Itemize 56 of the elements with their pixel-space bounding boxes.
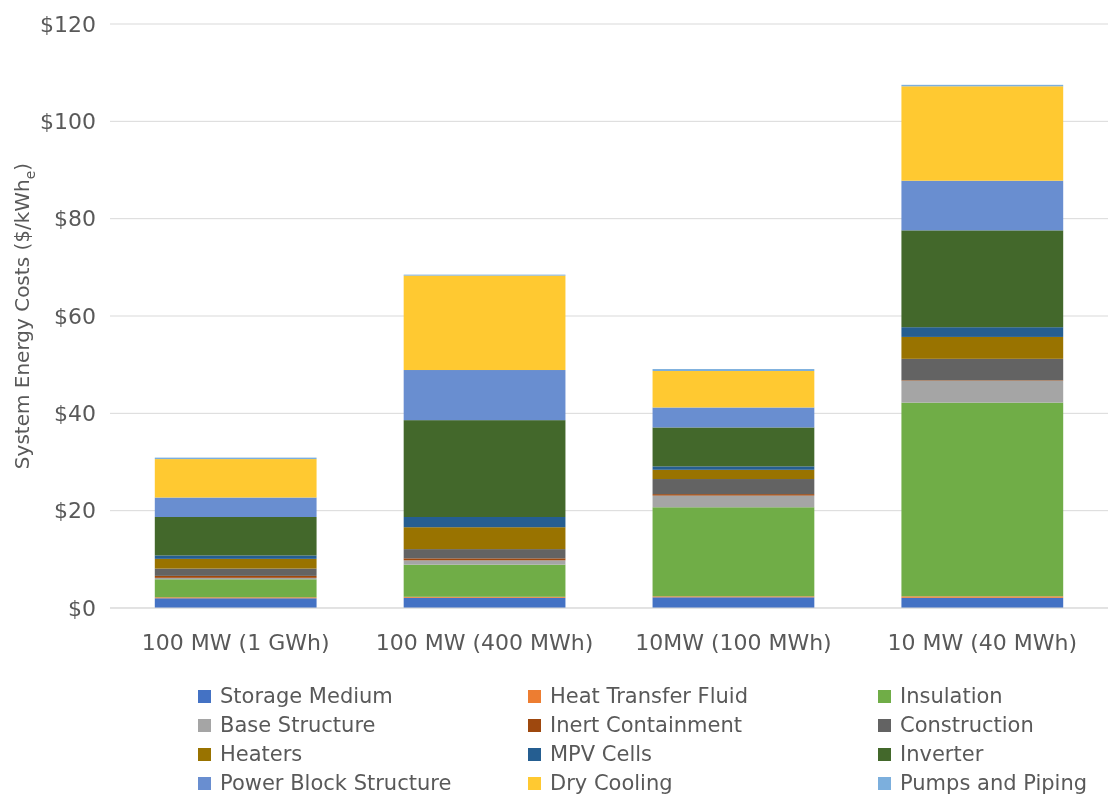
bar	[901, 230, 1064, 328]
bar	[652, 407, 815, 428]
x-tick-label: 10 MW (40 MWh)	[887, 629, 1078, 655]
bar	[154, 579, 317, 598]
legend-label: Storage Medium	[220, 684, 393, 708]
x-tick-label: 10MW (100 MWh)	[635, 629, 832, 655]
bar	[901, 180, 1064, 231]
bar	[652, 370, 815, 408]
bar	[154, 497, 317, 517]
bar	[652, 466, 815, 470]
y-tick-label: $60	[54, 303, 96, 329]
legend-label: Heat Transfer Fluid	[550, 684, 748, 708]
bar	[652, 479, 815, 495]
legend-label: Base Structure	[220, 713, 376, 737]
x-tick-label: 100 MW (400 MWh)	[375, 629, 594, 655]
y-tick-label: $0	[68, 595, 96, 621]
legend-label: Insulation	[900, 684, 1003, 708]
bar	[652, 469, 815, 480]
bar	[154, 459, 317, 498]
bar	[652, 495, 815, 508]
bar	[154, 555, 317, 559]
y-tick-label: $120	[40, 11, 96, 37]
legend-label: Inverter	[900, 742, 984, 766]
bar	[901, 380, 1064, 403]
bar	[901, 86, 1064, 181]
y-tick-label: $40	[54, 400, 96, 426]
bar	[403, 549, 566, 559]
bar	[403, 527, 566, 550]
legend-label: Power Block Structure	[220, 771, 452, 795]
bar	[154, 516, 317, 556]
y-tick-label: $20	[54, 498, 96, 524]
bar	[901, 336, 1064, 359]
bar	[403, 564, 566, 597]
bar	[901, 327, 1064, 337]
legend-label: Dry Cooling	[550, 771, 673, 795]
bar	[652, 507, 815, 597]
bar	[403, 420, 566, 517]
bar	[154, 558, 317, 569]
bar	[403, 370, 566, 421]
y-tick-label: $100	[40, 108, 96, 134]
legend-label: Inert Containment	[550, 713, 742, 737]
bar	[154, 568, 317, 576]
bar	[403, 560, 566, 565]
y-tick-label: $80	[54, 206, 96, 232]
legend-label: MPV Cells	[550, 742, 653, 766]
bar	[652, 427, 815, 467]
bar	[403, 275, 566, 371]
legend-label: Construction	[900, 713, 1034, 737]
legend-label: Heaters	[220, 742, 303, 766]
bar	[154, 598, 317, 608]
bar	[652, 597, 815, 608]
bar	[403, 516, 566, 528]
legend-label: Pumps and Piping	[900, 771, 1088, 795]
bar	[901, 402, 1064, 597]
bar	[901, 358, 1064, 381]
x-tick-label: 100 MW (1 GWh)	[141, 629, 330, 655]
